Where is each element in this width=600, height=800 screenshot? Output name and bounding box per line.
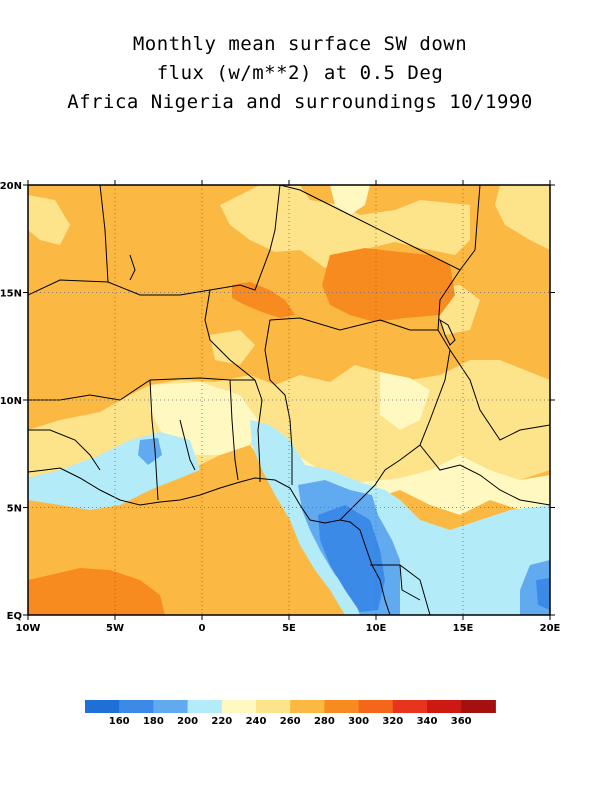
map-title-line-2: flux (w/m**2) at 0.5 Deg [156,62,444,84]
x-tick-label: 20E [540,623,561,634]
colorbar-label: 260 [280,716,301,727]
border-mali-north [107,185,281,296]
colorbar-label: 240 [246,716,267,727]
colorbar-swatch [221,700,257,713]
field-north-yellow [220,185,470,268]
field-south-orange [28,525,200,575]
lake-chad [439,318,456,346]
y-tick-label: 10N [0,396,22,407]
map-title-line-1: Monthly mean surface SW down [132,33,468,55]
x-tick-label: 0 [199,623,206,634]
field-south-pale [250,445,550,520]
colorbar-label: 300 [348,716,369,727]
colorbar-swatch [256,700,291,713]
border-burkina-south [149,377,255,381]
colorbar-swatch [358,700,394,713]
colorbar-swatch [324,700,360,713]
border-ghana-west [149,379,159,501]
field-north-pale [330,185,370,215]
border-nigeria-cameroon [339,269,461,521]
colorbar-label: 280 [314,716,335,727]
field-nw-yellow [28,195,70,245]
border-congo [399,564,421,601]
colorbar-label: 320 [382,716,403,727]
field-east-darkblue [536,578,550,610]
y-tick-label: 15N [0,289,22,300]
colorbar-label: 180 [143,716,164,727]
lake-west [129,254,136,281]
colorbar-label: 220 [211,716,232,727]
border-car [449,349,550,441]
field-nigeria-pale [380,372,430,430]
colorbar-swatch [187,700,223,713]
x-tick-label: 10W [16,623,41,634]
field-gulf-blue [250,420,550,615]
border-niger-nigeria [269,317,438,331]
field-ne-yellow [495,185,550,250]
colorbar-swatch [427,700,462,713]
border-ghana-east [229,379,239,481]
colorbar-label: 340 [417,716,438,727]
colorbar-swatch [153,700,189,713]
colorbar: 160 180 200 220 240 260 280 300 320 340 360 [85,700,496,727]
border-gabon [370,564,431,615]
border-congo-north [419,444,550,506]
gridlines [28,185,550,615]
colorbar-swatch [85,700,120,713]
axis-ticks: 10W 5W 0 5E 10E 15E 20E EQ 5N 10N 15N 20N [0,180,561,634]
x-tick-label: 5E [282,623,296,634]
coastline [28,467,391,615]
field-sahel-yellow [210,330,255,365]
boundaries [28,185,550,615]
lake-volta [179,419,196,471]
x-tick-label: 5W [106,623,124,634]
border-niger-algeria [279,185,481,271]
border-liberia [28,429,101,471]
x-tick-label: 15E [453,623,474,634]
map-title-line-3: Africa Nigeria and surroundings 10/1990 [67,91,533,113]
field-niger-hotspot [322,248,455,322]
border-burkina-north [204,289,256,381]
border-guinea [28,379,151,401]
colorbar-swatch [392,700,428,713]
border-benin [264,319,293,485]
colorbar-label: 160 [109,716,130,727]
colorbar-swatch [461,700,496,713]
colorbar-label: 360 [451,716,472,727]
y-tick-label: 5N [7,504,22,515]
y-tick-label: 20N [0,181,22,192]
field-southwest-hotspot [28,568,165,615]
border-togo [254,379,263,482]
y-tick-label: EQ [7,611,22,622]
colorbar-swatch [119,700,154,713]
field-ghana-blue [138,438,162,465]
colorbar-swatch [290,700,325,713]
field-niger-west-hotspot [232,282,295,318]
x-tick-label: 10E [366,623,387,634]
colorbar-label: 200 [177,716,198,727]
field-cameroon-darkblue [318,505,385,612]
